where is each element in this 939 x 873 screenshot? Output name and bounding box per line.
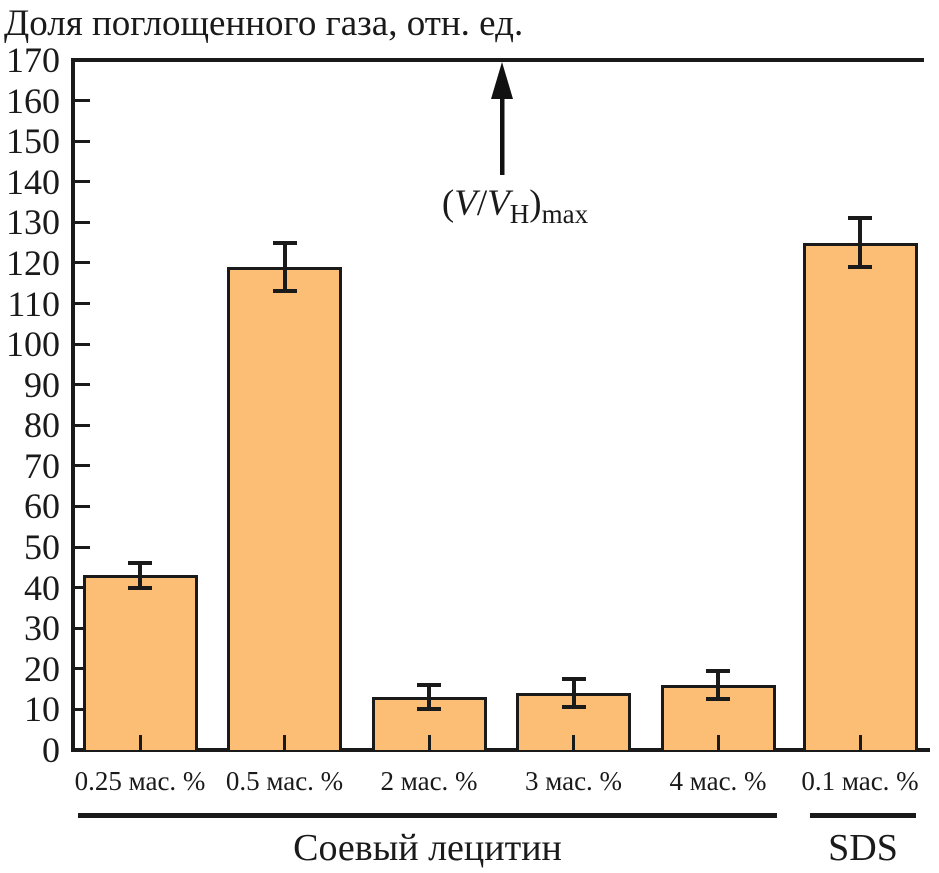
error-bar-line [571, 678, 576, 708]
annot-sub-h: H [509, 199, 530, 229]
y-tick-label: 80 [24, 405, 60, 446]
error-bar-cap-top [848, 216, 872, 221]
error-bar-line [138, 563, 142, 588]
y-tick-label: 160 [6, 80, 60, 121]
y-tick [75, 504, 90, 508]
y-tick-label: 140 [6, 161, 60, 202]
annot-v2: V [487, 183, 510, 224]
y-tick [75, 302, 90, 306]
error-bar-line [858, 218, 862, 267]
chart-title: Доля поглощенного газа, отн. ед. [4, 3, 524, 44]
group-label: Соевый лецитин [293, 827, 562, 869]
y-tick-label: 110 [7, 283, 60, 324]
y-tick-label: 150 [6, 121, 60, 162]
annot-sub-max: max [541, 199, 589, 229]
error-bar-line [282, 242, 287, 292]
y-tick [75, 383, 90, 387]
y-tick-label: 130 [6, 202, 60, 243]
y-tick [75, 220, 90, 224]
y-tick [75, 261, 90, 265]
y-tick-label: 0 [42, 730, 60, 770]
top-border-line [71, 58, 924, 62]
x-category-label: 0.25 мас. % [74, 766, 206, 796]
y-tick [75, 99, 90, 103]
y-tick-label: 10 [24, 689, 60, 730]
x-tick [138, 735, 142, 750]
group-underline [810, 813, 916, 818]
y-tick-label: 100 [6, 324, 60, 365]
error-bar-cap-top [417, 683, 441, 688]
error-bar-cap-bottom [417, 707, 441, 712]
group-label: SDS [828, 827, 898, 869]
error-bar-cap-top [272, 240, 297, 245]
bar [227, 267, 342, 750]
y-tick [75, 545, 90, 549]
y-tick-label: 40 [24, 567, 60, 608]
y-tick-label: 60 [24, 486, 60, 527]
error-bar-cap-bottom [128, 585, 152, 590]
y-tick-label: 30 [24, 608, 60, 649]
x-tick [858, 735, 862, 750]
error-bar-cap-top [128, 561, 152, 566]
y-tick [75, 342, 90, 346]
x-category-label: 3 мас. % [524, 766, 623, 796]
x-tick [572, 735, 575, 750]
y-tick [75, 464, 90, 468]
y-tick-label: 70 [24, 445, 60, 486]
y-tick-label: 170 [6, 40, 60, 80]
y-axis-line [71, 58, 75, 752]
annot-close-paren: ) [529, 183, 542, 224]
annot-slash: / [476, 183, 488, 224]
error-bar-line [427, 685, 431, 710]
x-category-label: 0.5 мас. % [225, 766, 344, 796]
bar [82, 575, 198, 750]
error-bar-cap-bottom [848, 265, 872, 269]
max-annotation: (V/VH)max [420, 182, 610, 228]
y-tick [75, 139, 90, 143]
x-tick [716, 735, 720, 750]
annot-v1: V [454, 183, 477, 224]
x-category-label: 0.1 мас. % [801, 766, 919, 796]
error-bar-cap-bottom [706, 697, 730, 702]
bar [802, 242, 918, 750]
x-tick [427, 735, 431, 750]
y-tick-label: 20 [24, 648, 60, 689]
y-tick-label: 90 [24, 364, 60, 405]
x-category-label: 4 мас. % [669, 766, 767, 796]
y-tick [75, 423, 90, 427]
max-arrow-icon [491, 62, 513, 175]
y-tick-label: 50 [24, 527, 60, 568]
error-bar-cap-bottom [272, 289, 297, 294]
y-tick [75, 180, 90, 184]
error-bar-cap-bottom [561, 705, 586, 710]
annot-open-paren: ( [441, 183, 455, 224]
y-tick-label: 120 [6, 242, 60, 283]
error-bar-line [716, 670, 720, 700]
error-bar-cap-top [706, 668, 730, 673]
error-bar-cap-top [561, 676, 586, 681]
x-category-label: 2 мас. % [380, 766, 478, 796]
x-axis-line [71, 748, 930, 752]
x-tick [283, 735, 286, 750]
group-underline [78, 813, 777, 818]
